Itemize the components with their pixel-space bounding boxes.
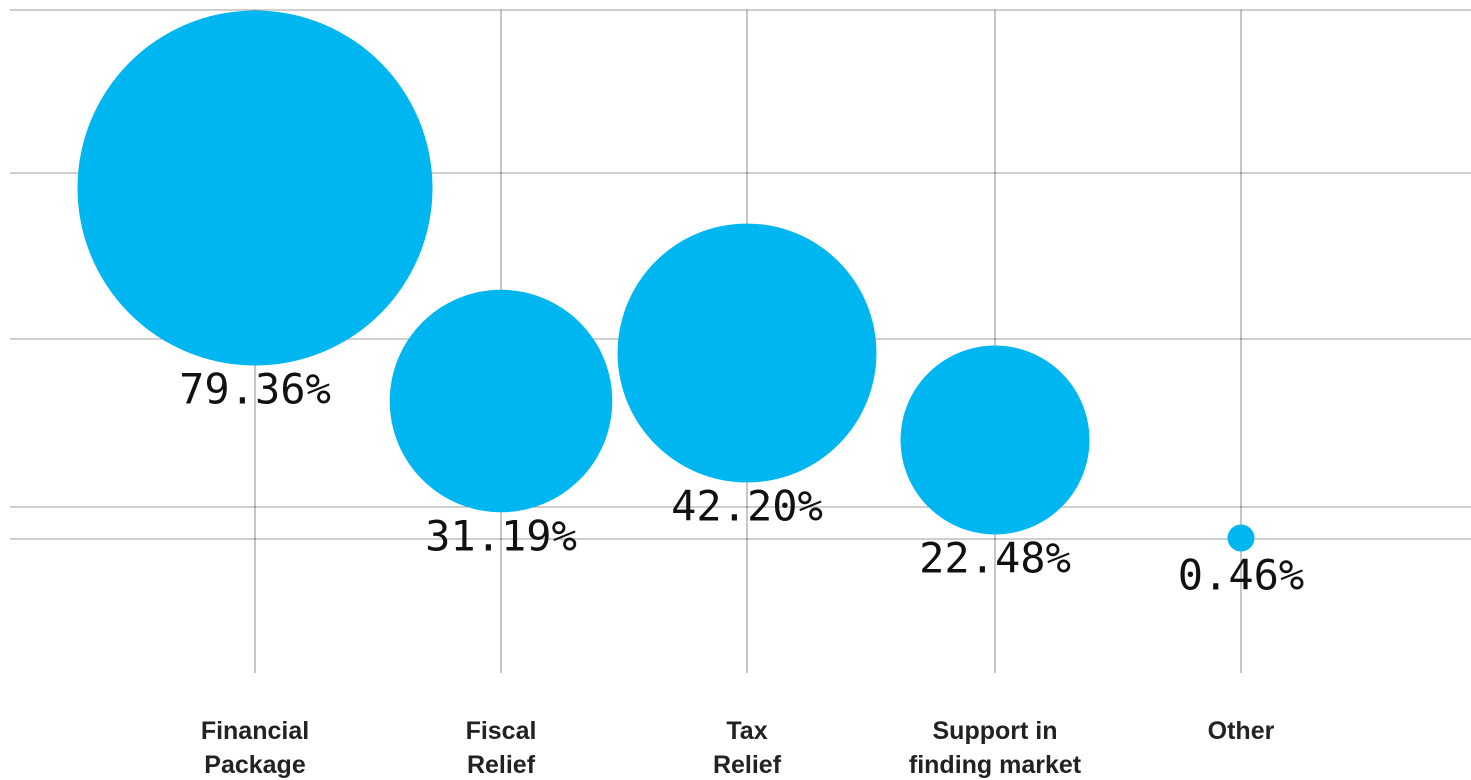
bubble — [389, 289, 613, 513]
category-label-layer: Financial Package Fiscal Relief Tax Relief Sup… — [201, 717, 1275, 779]
category-label: Package — [204, 751, 306, 779]
value-label: 79.36% — [179, 365, 331, 414]
bubble — [1227, 524, 1255, 552]
bubble — [900, 345, 1090, 535]
value-label: 22.48% — [919, 533, 1071, 582]
value-label: 31.19% — [425, 511, 577, 560]
category-label: Other — [1208, 717, 1275, 745]
category-label: Financial — [201, 717, 309, 745]
bubble-layer — [77, 10, 1255, 552]
bubble — [77, 10, 433, 366]
category-label: finding market — [909, 751, 1082, 779]
value-label-layer: 79.36% 31.19% 42.20% 22.48% 0.46% — [179, 365, 1304, 600]
category-label: Tax — [726, 717, 767, 745]
value-label: 42.20% — [671, 481, 823, 530]
bubble — [617, 223, 877, 483]
category-label: Fiscal — [466, 717, 537, 745]
category-label: Support in — [933, 717, 1058, 745]
category-label: Relief — [467, 751, 536, 779]
value-label: 0.46% — [1178, 551, 1304, 600]
category-label: Relief — [713, 751, 782, 779]
